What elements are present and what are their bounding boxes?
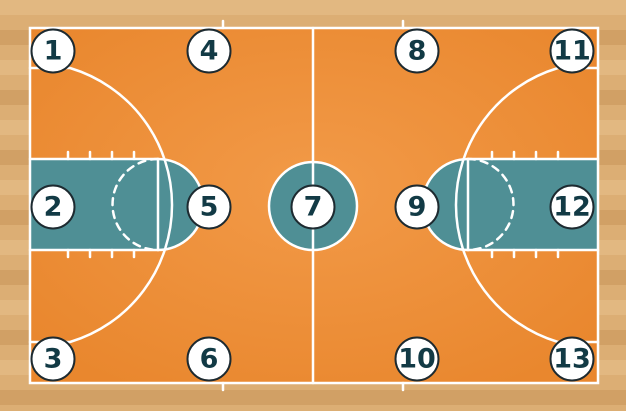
zone-marker-3: 3 xyxy=(30,336,76,382)
center-circle-line xyxy=(267,160,359,252)
zone-label-3: 3 xyxy=(44,344,63,375)
zone-label-10: 10 xyxy=(398,344,436,375)
zone-marker-2: 2 xyxy=(30,184,76,230)
zone-label-8: 8 xyxy=(408,36,427,67)
zone-label-7: 7 xyxy=(304,192,323,223)
zone-label-5: 5 xyxy=(200,192,219,223)
zone-marker-10: 10 xyxy=(394,336,440,382)
zone-marker-5: 5 xyxy=(186,184,232,230)
zone-label-4: 4 xyxy=(200,36,219,67)
left-free-throw-arc-dashed xyxy=(111,157,160,252)
zone-marker-13: 13 xyxy=(549,336,595,382)
lane-hash-marks xyxy=(66,150,560,259)
zone-marker-1: 1 xyxy=(30,28,76,74)
zone-marker-7: 7 xyxy=(290,184,336,230)
zone-marker-6: 6 xyxy=(186,336,232,382)
right-free-throw-arc-dashed xyxy=(466,157,515,252)
sideline-ticks xyxy=(221,19,405,392)
zone-label-11: 11 xyxy=(553,36,591,67)
zone-marker-8: 8 xyxy=(394,28,440,74)
left-three-point-line xyxy=(28,66,174,344)
zone-marker-11: 11 xyxy=(549,28,595,74)
zone-markers: 1 2 3 4 5 6 7 xyxy=(30,28,595,382)
zone-label-1: 1 xyxy=(44,36,63,67)
zone-marker-12: 12 xyxy=(549,184,595,230)
zone-label-6: 6 xyxy=(200,344,219,375)
zone-label-13: 13 xyxy=(553,344,591,375)
zone-label-9: 9 xyxy=(408,192,427,223)
zone-marker-4: 4 xyxy=(186,28,232,74)
zone-marker-9: 9 xyxy=(394,184,440,230)
zone-label-2: 2 xyxy=(44,192,63,223)
right-three-point-line xyxy=(454,66,600,344)
zone-label-12: 12 xyxy=(553,192,591,223)
